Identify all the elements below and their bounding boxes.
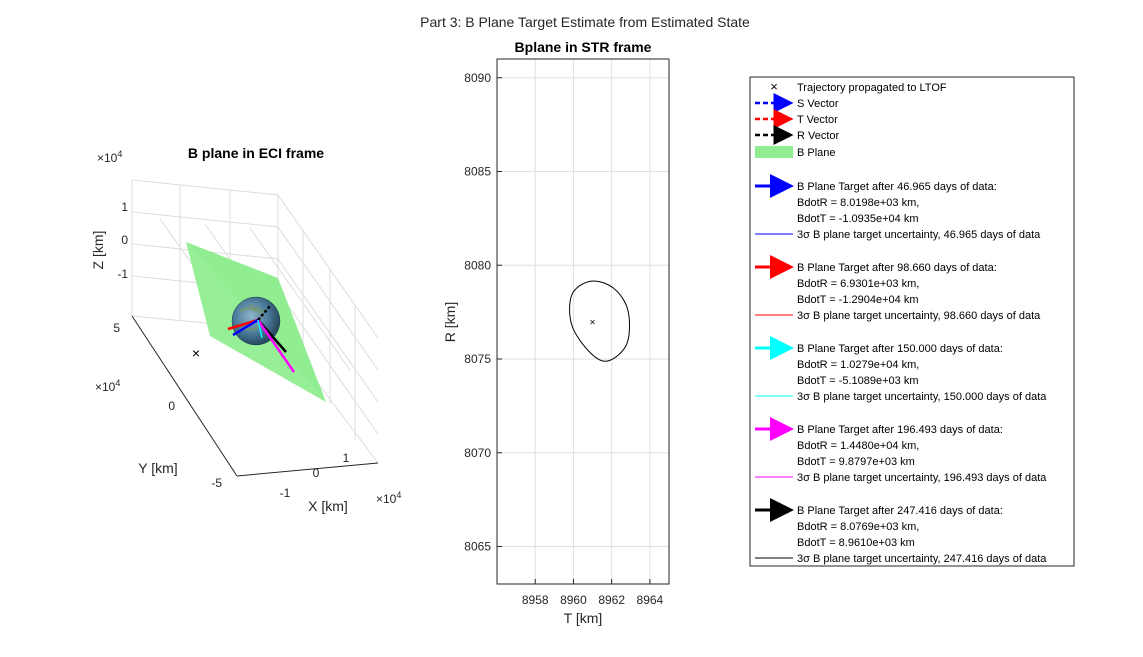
legend-label: R Vector xyxy=(797,130,840,142)
legend-label: BdotR = 8.0198e+03 km, xyxy=(797,197,919,209)
str-y-tick-label: 8080 xyxy=(464,258,491,272)
eci-y-axis: 5 0 -5 Y [km] ×104 xyxy=(95,321,222,490)
eci-x-tick: 1 xyxy=(343,451,350,465)
legend-label: B Plane Target after 150.000 days of dat… xyxy=(797,343,1003,355)
eci-trajectory-marker: × xyxy=(192,345,200,361)
eci-y-tick: 0 xyxy=(168,399,175,413)
legend-label: 3σ B plane target uncertainty, 247.416 d… xyxy=(797,553,1047,565)
str-target-marker: × xyxy=(590,318,596,329)
eci-y-tick: 5 xyxy=(113,321,120,335)
legend-label: Trajectory propagated to LTOF xyxy=(797,82,947,94)
eci-x-label: X [km] xyxy=(308,498,348,514)
eci-z-axis: 1 0 -1 Z [km] ×104 xyxy=(90,149,128,281)
legend-label: S Vector xyxy=(797,98,839,110)
str-y-tick-label: 8085 xyxy=(464,165,491,179)
str-x-tick-label: 8962 xyxy=(598,593,625,607)
str-y-tick-label: 8090 xyxy=(464,71,491,85)
eci-x-axis: -1 0 1 X [km] ×104 xyxy=(280,451,402,514)
str-x-ticks: 8958 8960 8962 8964 xyxy=(522,579,664,607)
legend-label: 3σ B plane target uncertainty, 196.493 d… xyxy=(797,472,1047,484)
str-x-tick-label: 8964 xyxy=(637,593,664,607)
eci-y-exponent: ×104 xyxy=(95,378,120,394)
legend-label: 3σ B plane target uncertainty, 150.000 d… xyxy=(797,391,1047,403)
legend-label: BdotT = 8.9610e+03 km xyxy=(797,537,915,549)
legend-label: B Plane xyxy=(797,147,836,159)
legend-label: B Plane Target after 46.965 days of data… xyxy=(797,181,997,193)
str-y-label: R [km] xyxy=(442,302,458,342)
str-y-ticks: 8065 8070 8075 8080 8085 8090 xyxy=(464,71,502,554)
legend-symbol: × xyxy=(770,79,778,94)
legend-label: BdotR = 8.0769e+03 km, xyxy=(797,521,919,533)
str-plot: Bplane in STR frame 8065 8070 8075 8080 8085… xyxy=(442,39,670,626)
legend-symbol xyxy=(755,146,793,158)
eci-z-tick: 1 xyxy=(121,200,128,214)
str-uncertainty-ellipse xyxy=(569,280,631,362)
eci-vectors xyxy=(227,305,296,373)
str-axes-box xyxy=(496,58,670,585)
legend-label: BdotT = -1.2904e+04 km xyxy=(797,294,919,306)
eci-y-label: Y [km] xyxy=(138,460,177,476)
eci-z-tick: 0 xyxy=(121,233,128,247)
legend-label: B Plane Target after 247.416 days of dat… xyxy=(797,505,1003,517)
eci-plot-title: B plane in ECI frame xyxy=(188,145,324,161)
str-y-tick-label: 8075 xyxy=(464,352,491,366)
eci-x-tick: -1 xyxy=(280,486,291,500)
eci-y-tick: -5 xyxy=(211,476,222,490)
eci-plot: B plane in ECI frame xyxy=(90,145,401,514)
eci-z-label: Z [km] xyxy=(90,231,106,270)
str-y-tick-label: 8070 xyxy=(464,446,491,460)
legend-label: T Vector xyxy=(797,114,838,126)
eci-axes xyxy=(131,315,379,477)
legend-label: BdotT = -1.0935e+04 km xyxy=(797,213,919,225)
str-y-tick-label: 8065 xyxy=(464,540,491,554)
legend-label: B Plane Target after 98.660 days of data… xyxy=(797,262,997,274)
eci-x-tick: 0 xyxy=(313,466,320,480)
eci-x-exponent: ×104 xyxy=(376,490,401,506)
legend-label: BdotR = 1.4480e+04 km, xyxy=(797,440,919,452)
legend-label: BdotT = -5.1089e+03 km xyxy=(797,375,919,387)
eci-z-exponent: ×104 xyxy=(97,149,122,165)
str-x-tick-label: 8958 xyxy=(522,593,549,607)
legend-label: B Plane Target after 196.493 days of dat… xyxy=(797,424,1003,436)
legend-label: BdotR = 1.0279e+04 km, xyxy=(797,359,919,371)
str-grid xyxy=(497,59,669,584)
legend-items: × Trajectory propagated to LTOF S Vector T … xyxy=(755,79,1047,565)
figure-suptitle: Part 3: B Plane Target Estimate from Est… xyxy=(420,14,750,30)
legend-label: BdotR = 6.9301e+03 km, xyxy=(797,278,919,290)
legend: × Trajectory propagated to LTOF S Vector T … xyxy=(749,76,1075,567)
legend-label: BdotT = 9.8797e+03 km xyxy=(797,456,915,468)
str-plot-title: Bplane in STR frame xyxy=(515,39,652,55)
eci-z-tick: -1 xyxy=(117,267,128,281)
legend-box xyxy=(749,76,1075,567)
str-x-label: T [km] xyxy=(564,610,603,626)
legend-label: 3σ B plane target uncertainty, 98.660 da… xyxy=(797,310,1041,322)
str-x-tick-label: 8960 xyxy=(560,593,587,607)
legend-label: 3σ B plane target uncertainty, 46.965 da… xyxy=(797,229,1041,241)
